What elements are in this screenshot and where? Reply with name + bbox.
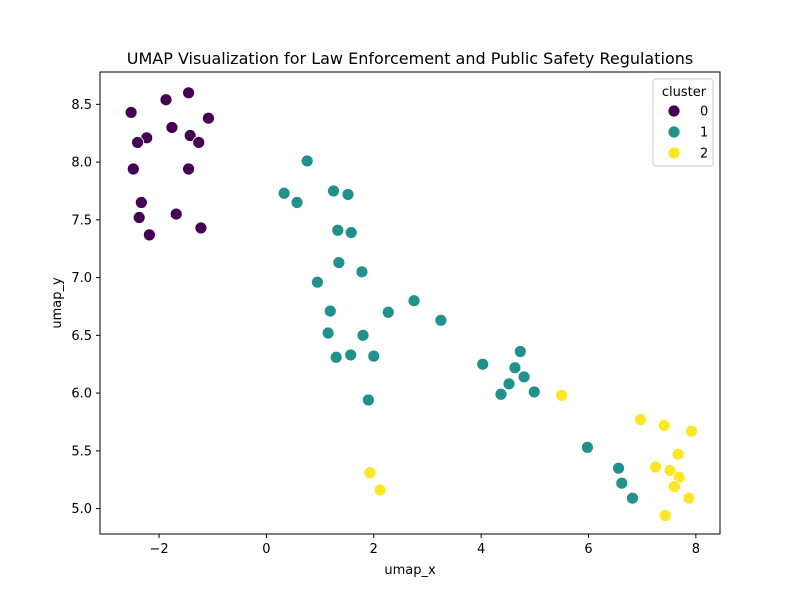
data-point-cluster-1	[407, 294, 421, 308]
data-point-cluster-0	[142, 228, 156, 242]
data-point-cluster-0	[159, 93, 173, 107]
data-point-cluster-2	[373, 483, 387, 497]
data-point-cluster-1	[581, 440, 594, 454]
data-point-cluster-1	[331, 223, 345, 237]
data-point-cluster-2	[657, 419, 671, 432]
points-layer	[124, 86, 698, 522]
y-tick-label: 6.0	[71, 387, 92, 402]
data-point-cluster-1	[517, 370, 531, 384]
data-point-cluster-1	[508, 361, 522, 375]
data-point-cluster-1	[355, 265, 369, 279]
y-tick-label: 6.5	[71, 329, 92, 344]
x-tick-label: −2	[149, 542, 168, 557]
x-tick-label: 8	[692, 542, 700, 557]
data-point-cluster-2	[667, 480, 681, 494]
data-point-cluster-1	[277, 186, 291, 200]
x-tick-label: 2	[370, 542, 378, 557]
legend-label: 0	[700, 105, 708, 120]
data-point-cluster-0	[124, 106, 138, 119]
x-tick-label: 4	[477, 542, 485, 557]
data-point-cluster-1	[434, 313, 448, 327]
x-tick-label: 6	[584, 542, 592, 557]
data-point-cluster-1	[361, 393, 375, 407]
data-point-cluster-1	[327, 184, 340, 198]
y-axis: 5.0 5.5 6.0 6.5 7.0 7.5 8.0 8.5	[71, 98, 100, 517]
x-axis-label: umap_x	[384, 563, 436, 578]
data-point-cluster-2	[649, 460, 662, 474]
y-tick-label: 7.0	[71, 271, 92, 286]
data-point-cluster-0	[182, 86, 195, 100]
data-point-cluster-0	[192, 136, 206, 149]
data-point-cluster-2	[685, 424, 698, 438]
legend-title: cluster	[662, 85, 707, 100]
data-point-cluster-2	[363, 466, 377, 480]
x-tick-label: 0	[262, 542, 270, 557]
data-point-cluster-1	[476, 357, 490, 371]
data-point-cluster-1	[494, 387, 508, 401]
data-point-cluster-1	[513, 345, 527, 358]
y-tick-label: 8.5	[71, 98, 92, 113]
data-point-cluster-1	[612, 461, 625, 475]
data-point-cluster-1	[527, 385, 541, 399]
data-point-cluster-1	[290, 196, 304, 209]
legend: cluster 0 1 2	[652, 78, 714, 167]
data-point-cluster-0	[126, 162, 140, 176]
data-point-cluster-0	[202, 111, 215, 125]
data-point-cluster-0	[183, 129, 197, 142]
data-point-cluster-0	[134, 196, 148, 209]
data-point-cluster-0	[194, 221, 208, 235]
y-tick-label: 5.5	[71, 444, 92, 459]
data-point-cluster-1	[502, 377, 516, 391]
x-axis: −2 0 2 4 6 8	[149, 534, 700, 557]
data-point-cluster-1	[341, 188, 355, 201]
data-point-cluster-2	[658, 509, 672, 522]
data-point-cluster-2	[634, 413, 647, 427]
y-axis-label: umap_y	[50, 277, 65, 329]
data-point-cluster-1	[323, 304, 337, 318]
data-point-cluster-2	[671, 447, 685, 461]
data-point-cluster-2	[663, 464, 677, 477]
chart-title: UMAP Visualization for Law Enforcement a…	[127, 49, 693, 68]
data-point-cluster-0	[131, 136, 144, 149]
legend-box	[652, 78, 714, 167]
data-point-cluster-0	[182, 162, 195, 176]
legend-label: 1	[700, 126, 708, 141]
data-point-cluster-1	[356, 328, 370, 342]
data-point-cluster-1	[311, 275, 324, 289]
data-point-cluster-1	[321, 326, 335, 340]
y-tick-label: 8.0	[71, 156, 92, 171]
data-point-cluster-1	[332, 256, 346, 269]
data-point-cluster-1	[381, 305, 395, 319]
data-point-cluster-0	[169, 207, 183, 221]
legend-marker	[667, 146, 681, 160]
y-tick-label: 7.5	[71, 213, 92, 228]
legend-marker	[667, 125, 681, 139]
data-point-cluster-1	[615, 476, 629, 490]
data-point-cluster-1	[344, 348, 358, 362]
plot-frame	[99, 71, 721, 535]
legend-marker	[667, 104, 681, 118]
data-point-cluster-1	[329, 350, 343, 364]
data-point-cluster-1	[344, 226, 358, 239]
data-point-cluster-2	[555, 388, 569, 402]
data-point-cluster-0	[165, 121, 179, 134]
data-point-cluster-2	[682, 491, 696, 505]
data-point-cluster-1	[626, 491, 639, 505]
y-tick-label: 5.0	[71, 502, 92, 517]
legend-label: 2	[700, 147, 708, 162]
data-point-cluster-0	[132, 211, 146, 224]
data-point-cluster-1	[367, 349, 381, 363]
data-point-cluster-1	[300, 154, 314, 168]
